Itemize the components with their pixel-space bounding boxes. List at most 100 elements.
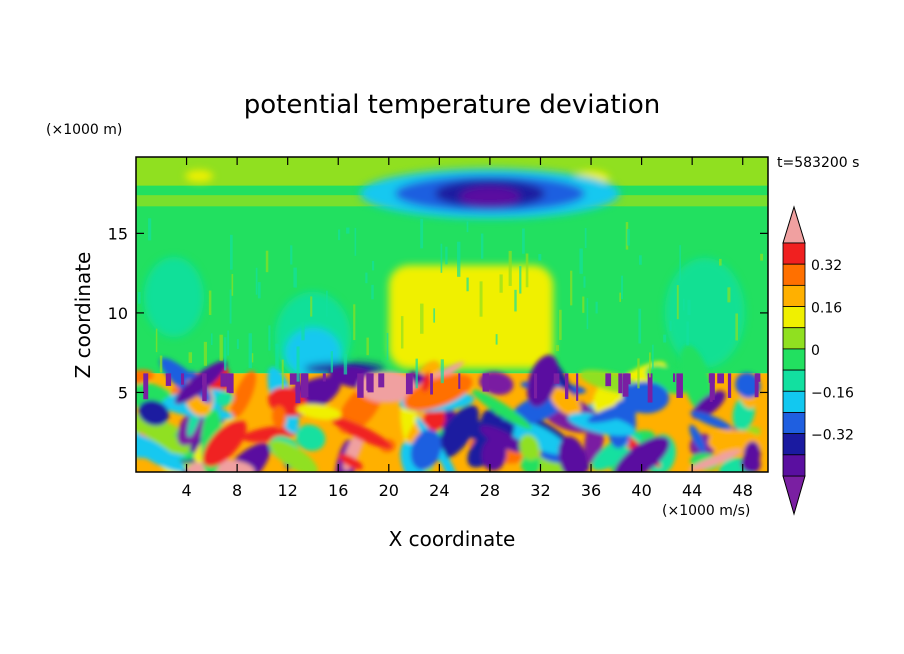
fine-streak	[735, 313, 739, 341]
colorbar-label: −0.16	[811, 385, 854, 401]
x-tick-label: 36	[581, 481, 601, 500]
fine-streak	[637, 358, 640, 389]
fine-streak	[433, 308, 436, 323]
fine-streak	[265, 250, 269, 273]
bl-top-streak	[564, 373, 569, 400]
fine-streak	[293, 267, 297, 288]
bl-top-streak	[727, 373, 732, 398]
fine-streak	[538, 254, 542, 261]
bl-top-streak	[378, 373, 385, 388]
bl-top-streak	[624, 373, 631, 385]
bl-top-streak	[754, 373, 759, 398]
turbulent-eddy	[422, 407, 446, 433]
fine-streak	[686, 321, 689, 346]
bl-top-streak	[533, 373, 538, 399]
bl-top-streak	[709, 373, 713, 402]
fine-streak	[584, 228, 587, 249]
plot-frame	[135, 156, 769, 473]
fine-streak	[330, 351, 333, 373]
fine-streak	[555, 345, 560, 352]
colorbar-label: 0	[811, 343, 820, 359]
turbulent-eddy	[403, 374, 473, 411]
fine-streak	[365, 272, 368, 284]
fine-streak	[248, 333, 252, 368]
fine-streak	[466, 221, 469, 233]
bl-top-streak	[605, 373, 612, 387]
fine-streak	[386, 332, 389, 360]
fine-streak	[727, 287, 731, 303]
turbulent-eddy	[330, 416, 393, 449]
bl-top-streak	[367, 373, 374, 393]
bl-top-streak	[576, 373, 579, 401]
x-tick-label: 20	[379, 481, 399, 500]
fine-streak	[679, 245, 681, 281]
fine-streak	[595, 301, 598, 314]
bl-top-streak	[618, 373, 623, 394]
turbulent-eddy	[501, 417, 568, 455]
fine-streak	[210, 333, 213, 346]
x-tick-label: 16	[328, 481, 348, 500]
fine-streak	[760, 253, 764, 261]
turbulent-eddy	[689, 424, 706, 453]
fine-streak	[155, 328, 158, 353]
fine-streak	[687, 299, 691, 316]
bl-top-streak	[756, 373, 761, 382]
colorbar-box	[782, 348, 806, 371]
bl-top-streak	[430, 373, 433, 395]
turbulent-eddy	[338, 454, 363, 470]
turbulent-eddy	[549, 387, 582, 417]
fine-streak	[148, 218, 152, 241]
anomaly-center	[459, 186, 520, 207]
fine-streak	[366, 337, 369, 356]
y-axis-label: Z coordinate	[71, 252, 95, 379]
fine-streak	[676, 285, 679, 320]
fine-streak	[638, 255, 642, 265]
turbulent-eddy	[437, 405, 479, 459]
turbulent-eddy	[735, 372, 761, 399]
colorbar-box	[782, 454, 806, 477]
y-tick-label: 15	[108, 224, 128, 243]
fine-streak	[338, 229, 341, 241]
fine-streak	[638, 308, 642, 344]
x-axis: 4 8 12 16 20 24 28 32 36 40 44 48	[181, 157, 753, 500]
fine-streak	[457, 241, 461, 277]
bl-top-streak	[289, 373, 297, 385]
turbulent-eddy	[567, 412, 636, 436]
fine-streak	[188, 352, 193, 363]
turbulent-eddy	[269, 440, 318, 472]
fine-streak	[583, 276, 586, 288]
x-tick-label: 8	[232, 481, 242, 500]
fine-streak	[669, 320, 672, 331]
fine-streak	[371, 260, 375, 271]
fine-streak	[353, 304, 356, 341]
fine-streak	[400, 316, 404, 349]
x-tick-label: 24	[429, 481, 449, 500]
chart-title: potential temperature deviation	[244, 90, 660, 120]
fine-streak	[219, 334, 223, 361]
fine-streak	[621, 275, 624, 299]
fine-streak	[343, 354, 348, 375]
turbulent-eddy	[138, 400, 170, 426]
fine-streak	[229, 289, 232, 324]
fine-streak	[251, 353, 254, 363]
fine-streak	[514, 289, 517, 312]
x-tick-label: 12	[278, 481, 298, 500]
fine-streak	[519, 266, 522, 294]
turbulent-eddy	[481, 437, 507, 471]
warm-spot	[185, 170, 214, 183]
fine-streak	[281, 359, 284, 390]
bl-top-streak	[143, 373, 149, 400]
turbulent-eddy	[202, 419, 247, 467]
colorbar-label: 0.32	[811, 258, 842, 274]
turbulent-eddy	[272, 405, 287, 429]
warm-column	[388, 265, 554, 369]
fine-streak	[227, 330, 230, 356]
x-tick-label: 32	[530, 481, 550, 500]
fine-streak	[208, 290, 212, 316]
cool-patch	[143, 257, 204, 337]
fine-streak	[466, 277, 469, 292]
colorbar-label: −0.32	[811, 428, 854, 444]
fine-streak	[499, 274, 503, 293]
fine-streak	[326, 290, 328, 317]
turbulent-eddy	[295, 424, 326, 451]
